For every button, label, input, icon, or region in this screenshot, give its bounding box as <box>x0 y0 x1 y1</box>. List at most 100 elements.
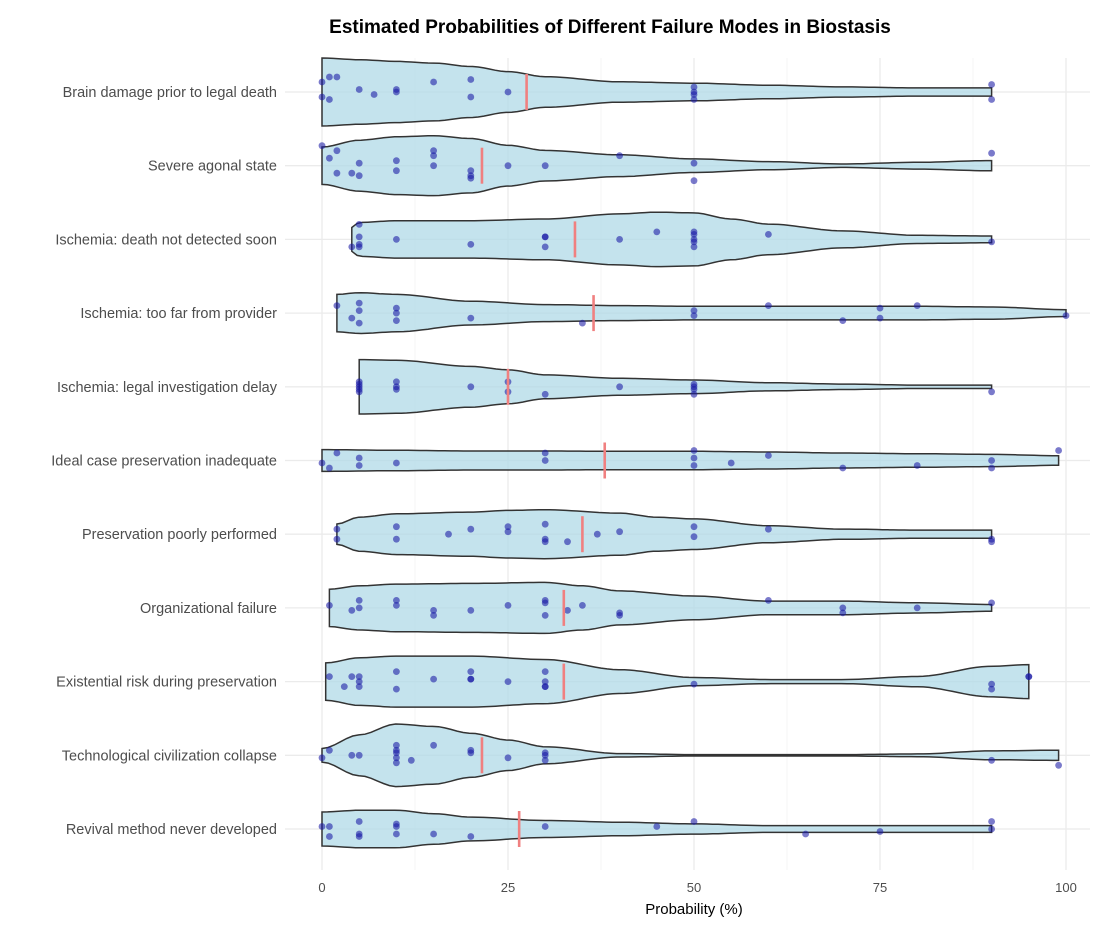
data-point <box>913 302 921 309</box>
data-point <box>393 385 400 393</box>
data-point <box>541 751 549 759</box>
data-point <box>765 231 772 238</box>
data-point <box>393 830 400 838</box>
data-point <box>393 86 400 93</box>
data-point <box>988 538 995 546</box>
violin-shape <box>321 448 1060 473</box>
data-point <box>876 304 884 312</box>
data-point <box>393 820 400 828</box>
data-point <box>355 388 363 396</box>
data-point <box>988 457 995 464</box>
data-point <box>765 597 772 604</box>
data-point <box>355 159 363 167</box>
data-point <box>355 604 363 612</box>
data-point <box>333 525 341 533</box>
data-point <box>504 162 512 170</box>
data-point <box>765 302 772 309</box>
category-label: Revival method never developed <box>66 822 277 838</box>
data-point <box>988 756 995 764</box>
data-point <box>326 73 333 81</box>
data-point <box>504 528 512 536</box>
x-axis-title: Probability (%) <box>645 901 743 918</box>
data-point <box>504 754 512 762</box>
data-point <box>579 319 586 327</box>
violin-shape <box>321 57 993 127</box>
data-point <box>690 159 698 167</box>
data-point <box>340 683 348 690</box>
data-point <box>355 751 363 759</box>
data-point <box>326 746 333 754</box>
data-point <box>541 390 549 398</box>
data-point <box>355 243 363 251</box>
violin-layer <box>321 57 1067 849</box>
data-point <box>318 142 326 150</box>
data-point <box>988 685 995 693</box>
data-point <box>504 602 512 609</box>
data-point <box>541 599 549 607</box>
data-point <box>326 673 333 680</box>
data-point <box>355 233 363 241</box>
data-point <box>988 464 995 472</box>
category-label: Existential risk during preservation <box>56 675 277 691</box>
data-point <box>690 83 698 91</box>
data-point <box>593 530 601 538</box>
data-point <box>616 612 623 619</box>
data-point <box>616 383 623 391</box>
data-point <box>690 680 698 688</box>
points-layer <box>318 73 1070 840</box>
data-point <box>393 535 400 543</box>
data-point <box>653 823 661 830</box>
data-point <box>370 91 378 98</box>
data-point <box>355 462 363 469</box>
violin-shape <box>321 723 1060 788</box>
data-point <box>393 523 400 531</box>
data-point <box>348 314 356 322</box>
category-label: Ischemia: too far from provider <box>80 306 277 322</box>
data-point <box>1025 673 1033 680</box>
data-point <box>355 319 363 327</box>
data-point <box>541 457 549 464</box>
data-point <box>318 459 326 467</box>
data-point <box>727 459 735 467</box>
data-point <box>504 678 512 685</box>
data-point <box>326 154 333 162</box>
category-label: Ideal case preservation inadequate <box>51 454 277 470</box>
data-point <box>430 675 437 683</box>
x-tick-label: 25 <box>501 880 515 895</box>
data-point <box>467 525 475 533</box>
data-point <box>541 668 549 675</box>
data-point <box>355 673 363 680</box>
data-point <box>988 680 995 688</box>
data-point <box>318 93 326 101</box>
data-point <box>393 309 400 317</box>
data-point <box>333 73 341 81</box>
data-point <box>430 741 437 749</box>
data-point <box>318 823 326 830</box>
data-point <box>348 751 356 759</box>
x-tick-label: 0 <box>318 880 325 895</box>
data-point <box>333 147 341 155</box>
data-point <box>690 228 698 236</box>
category-label: Severe agonal state <box>148 159 277 175</box>
violin-shape <box>358 358 993 415</box>
data-point <box>541 162 549 170</box>
data-point <box>430 830 437 838</box>
data-point <box>348 243 356 251</box>
data-point <box>504 523 512 531</box>
data-point <box>988 599 995 607</box>
data-point <box>393 668 400 675</box>
data-point <box>355 678 363 685</box>
data-point <box>913 462 921 469</box>
data-point <box>616 152 623 160</box>
data-point <box>988 825 995 833</box>
data-point <box>690 312 698 319</box>
data-point <box>355 454 363 462</box>
data-point <box>690 533 698 541</box>
data-point <box>690 818 698 825</box>
data-point <box>333 535 341 543</box>
data-point <box>541 520 549 528</box>
category-label: Preservation poorly performed <box>82 527 277 543</box>
data-point <box>839 604 847 612</box>
data-point <box>839 609 847 617</box>
